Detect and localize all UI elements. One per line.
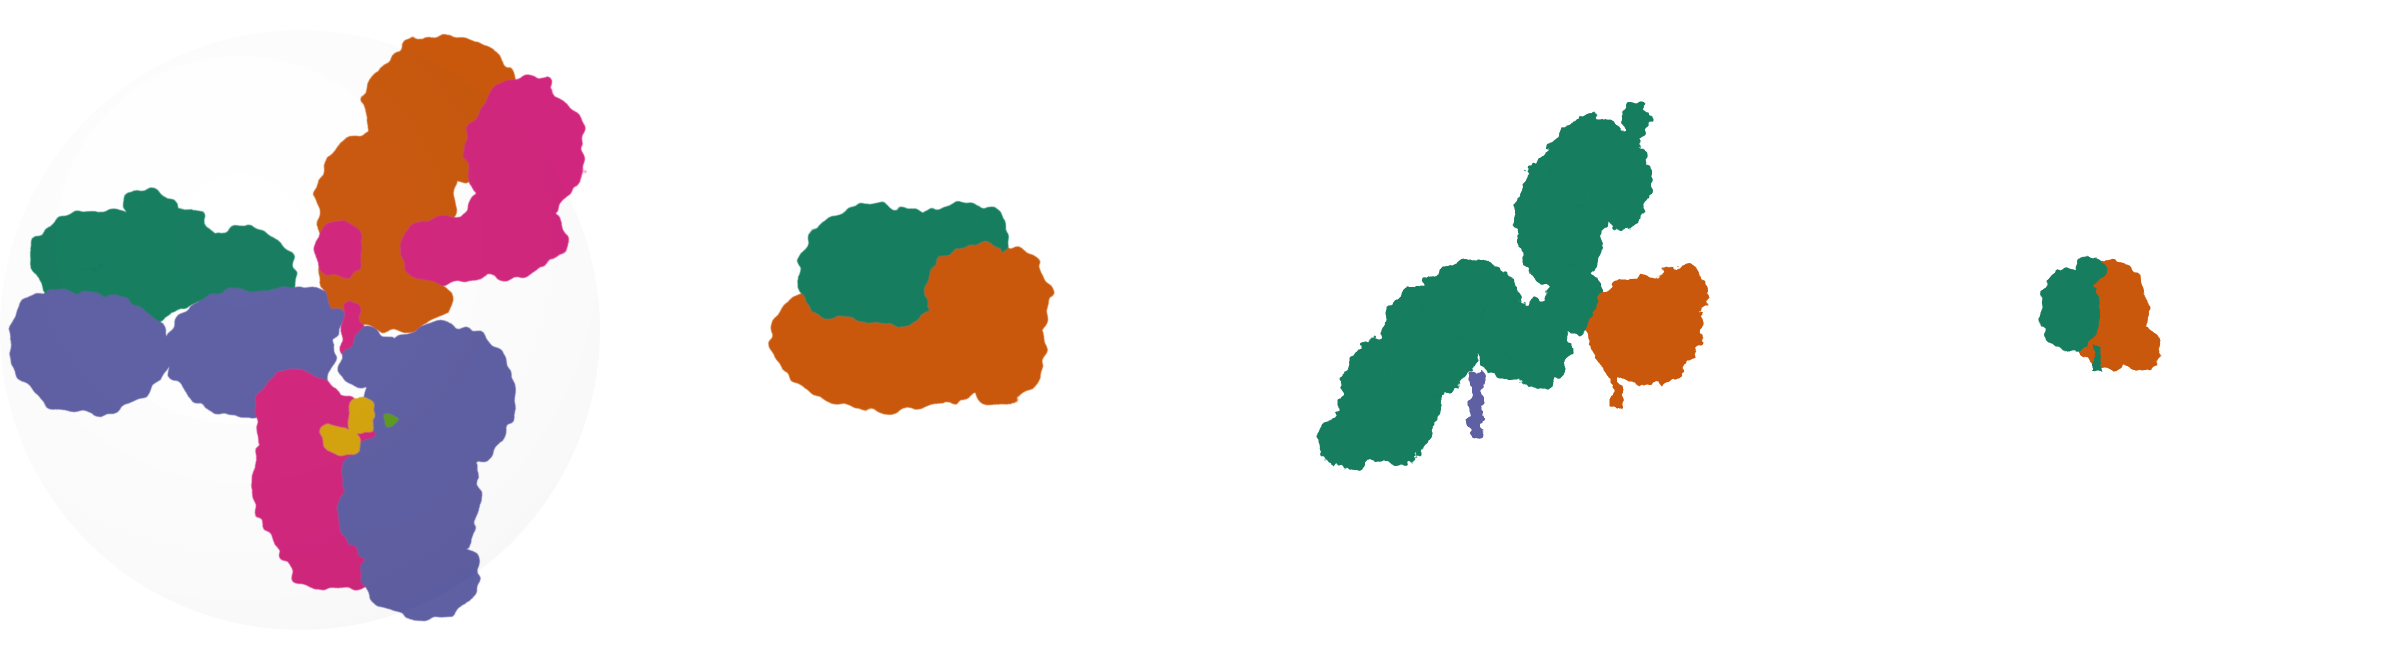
structure-2-dimer xyxy=(770,203,1050,410)
structure-3-elongated xyxy=(1320,102,1705,470)
chain-green xyxy=(2040,256,2105,373)
chain-purple xyxy=(1470,370,1484,435)
chain-orange xyxy=(1587,265,1705,410)
structure-4-small xyxy=(2040,256,2162,373)
chain-green xyxy=(798,203,1010,325)
shading-overlay xyxy=(0,30,600,630)
chain-green xyxy=(1320,102,1650,470)
chain-orange-cap xyxy=(925,245,1035,335)
